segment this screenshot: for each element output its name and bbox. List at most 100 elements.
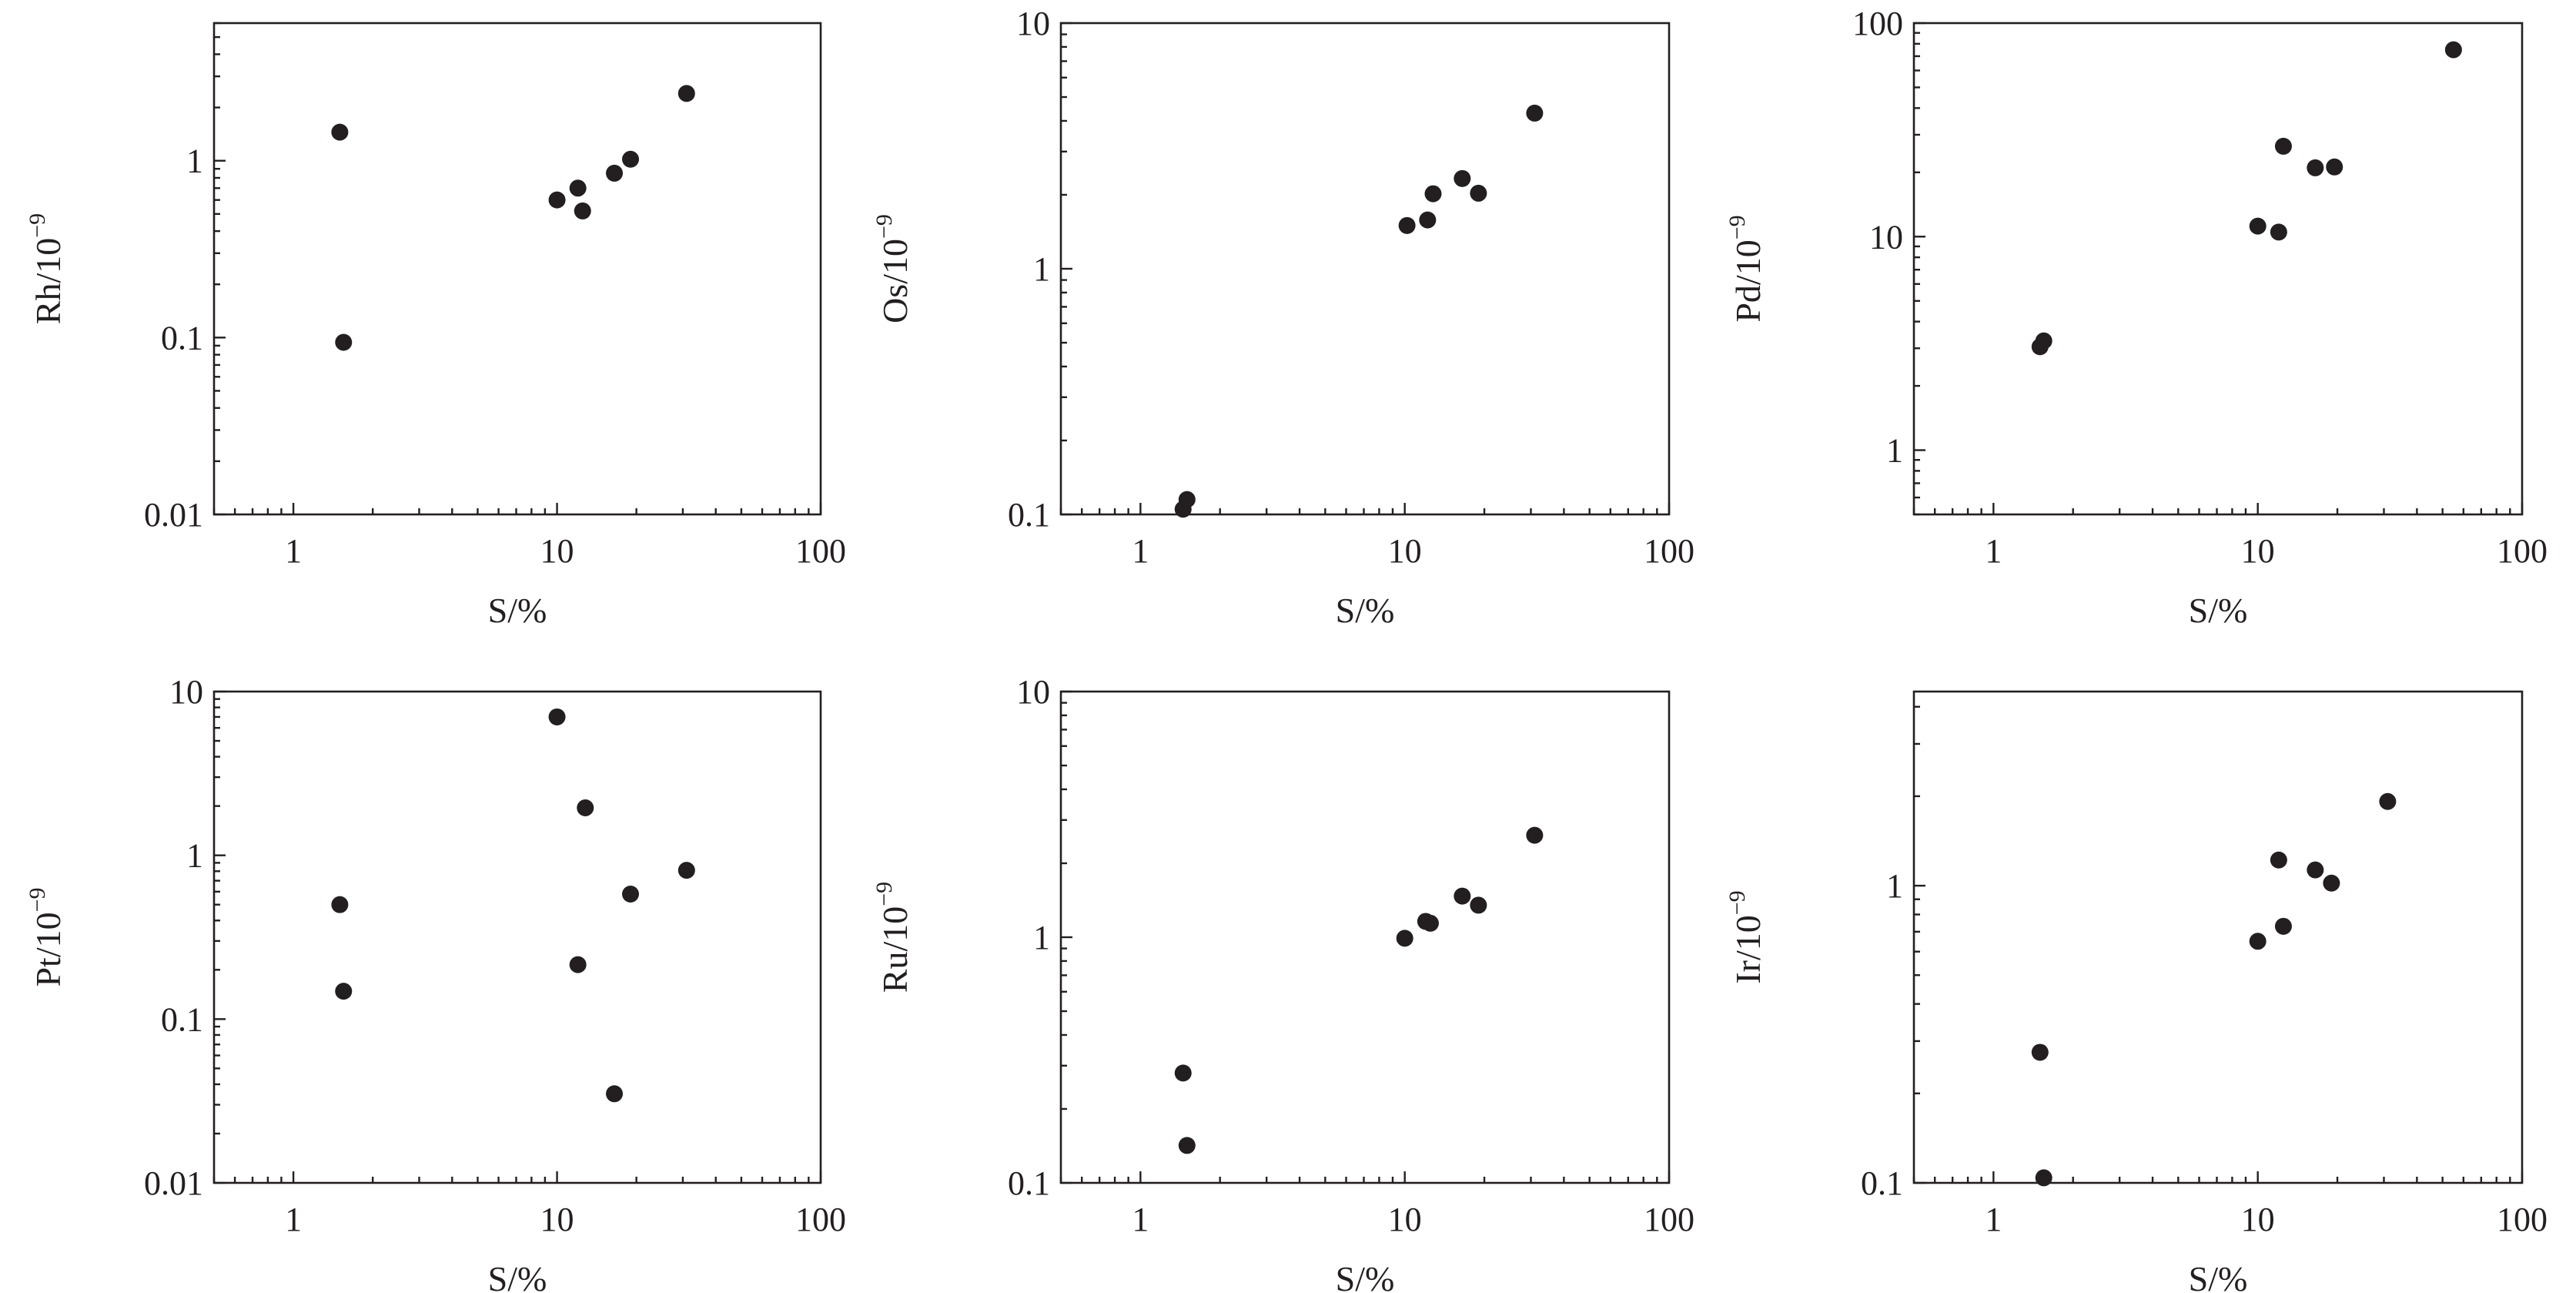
x-tick-label: 1 [1132,1201,1149,1238]
plot-frame [1059,690,1671,1184]
x-tick-label: 10 [1388,1201,1422,1238]
y-axis-label: Pt/10−9 [25,887,68,986]
y-tick-label: 10 [169,673,203,711]
y-axis-label: Os/10−9 [871,214,915,323]
panel-5: 1 10 100 0.1 1 10 S/% Ru/10−9 [871,673,1694,1293]
data-point [2307,861,2324,879]
y-tick-label: 0.1 [161,319,203,357]
x-axis-label: S/% [488,591,547,630]
data-point [569,956,587,973]
data-point [677,862,695,879]
data-point [2270,851,2287,869]
data-point [2249,217,2267,235]
data-point [2379,792,2397,810]
data-point [548,191,566,209]
y-tick-label: 1 [186,837,203,875]
y-axis-label: Rh/10−9 [25,213,68,324]
x-axis-label: S/% [2189,591,2248,630]
x-axis-label: S/% [1336,591,1395,630]
y-axis-label-exponent: −9 [25,887,50,912]
data-point [2031,1043,2049,1061]
data-point [335,333,353,351]
y-tick-label: 0.01 [144,1164,203,1202]
x-tick-label: 100 [1644,1201,1694,1238]
y-axis-label-text: Os/10 [875,239,915,323]
y-axis-label: Pd/10−9 [1725,215,1768,322]
data-point [2274,137,2292,155]
data-point [577,799,594,816]
y-axis-label-exponent: −9 [1725,890,1750,915]
data-point [548,708,566,725]
plot-frame [1912,690,2524,1184]
x-tick-label: 1 [1985,532,2002,570]
x-tick-label: 1 [1985,1201,2002,1238]
x-tick-label: 10 [2241,532,2275,570]
plot-frame [1912,22,2524,516]
x-tick-label: 100 [2497,1201,2548,1238]
data-point [2270,223,2287,241]
x-tick-label: 100 [2497,532,2548,570]
x-tick-label: 1 [285,532,302,570]
data-point [1424,185,1442,203]
plot-frame [1059,22,1671,516]
data-point [1174,1064,1192,1082]
data-point [2274,917,2292,935]
data-point [574,202,591,219]
y-axis-label-text: Rh/10 [28,238,68,324]
plot-frame [212,22,822,516]
x-axis-label: S/% [2189,1259,2248,1293]
y-axis-label: Ir/10−9 [1725,890,1768,983]
data-point [1396,930,1413,947]
y-axis-label-exponent: −9 [871,882,897,906]
y-axis-label-text: Ir/10 [1728,915,1768,983]
y-tick-label: 10 [1016,673,1050,711]
y-tick-label: 1 [1033,250,1050,288]
data-point [677,85,695,102]
panel-6: 1 10 100 0.1 1 S/% Ir/10−9 [1725,690,2548,1293]
panel-1: 1 10 100 0.01 0.1 1 S/% Rh/10−9 [25,22,846,630]
data-point [1398,216,1416,234]
y-tick-label: 1 [1886,867,1903,905]
y-tick-label: 0.1 [161,1000,203,1038]
y-tick-label: 100 [1852,5,1903,42]
x-tick-label: 1 [285,1201,302,1238]
y-tick-label: 0.1 [1861,1164,1903,1202]
x-axis-label: S/% [1336,1259,1395,1293]
data-point [1178,491,1196,508]
y-tick-label: 0.1 [1008,1164,1050,1202]
data-point [1421,914,1439,932]
y-tick-label: 1 [186,142,203,180]
y-tick-label: 10 [1869,218,1903,256]
y-axis-label-text: Pd/10 [1728,240,1768,322]
data-point [2326,158,2343,176]
data-point [1470,184,1487,202]
data-point [331,896,349,913]
x-tick-label: 10 [2241,1201,2275,1238]
x-tick-label: 10 [1388,532,1422,570]
y-tick-label: 0.1 [1008,496,1050,534]
x-tick-label: 100 [1644,532,1694,570]
data-point [2249,933,2267,950]
x-tick-label: 100 [795,1201,846,1238]
data-point [1454,169,1471,187]
data-point [1526,826,1544,844]
data-point [622,885,640,903]
data-point [2307,159,2324,176]
y-axis-label-exponent: −9 [25,213,50,238]
data-point [335,983,353,1000]
data-point [1526,104,1544,122]
x-tick-label: 10 [540,1201,574,1238]
panel-3: 1 10 100 1 10 100 S/% Pd/10−9 [1725,5,2548,630]
x-tick-label: 1 [1132,532,1149,570]
data-point [1454,887,1471,905]
y-axis-label-exponent: −9 [1725,215,1750,240]
data-point [331,123,349,141]
panel-2: 1 10 100 0.1 1 10 S/% Os/10−9 [871,5,1694,630]
data-point [1178,1137,1196,1154]
x-tick-label: 100 [795,532,846,570]
data-point [1419,211,1437,229]
y-axis-label-exponent: −9 [871,214,897,239]
y-axis-label-text: Ru/10 [875,906,915,993]
data-point [2035,332,2052,350]
